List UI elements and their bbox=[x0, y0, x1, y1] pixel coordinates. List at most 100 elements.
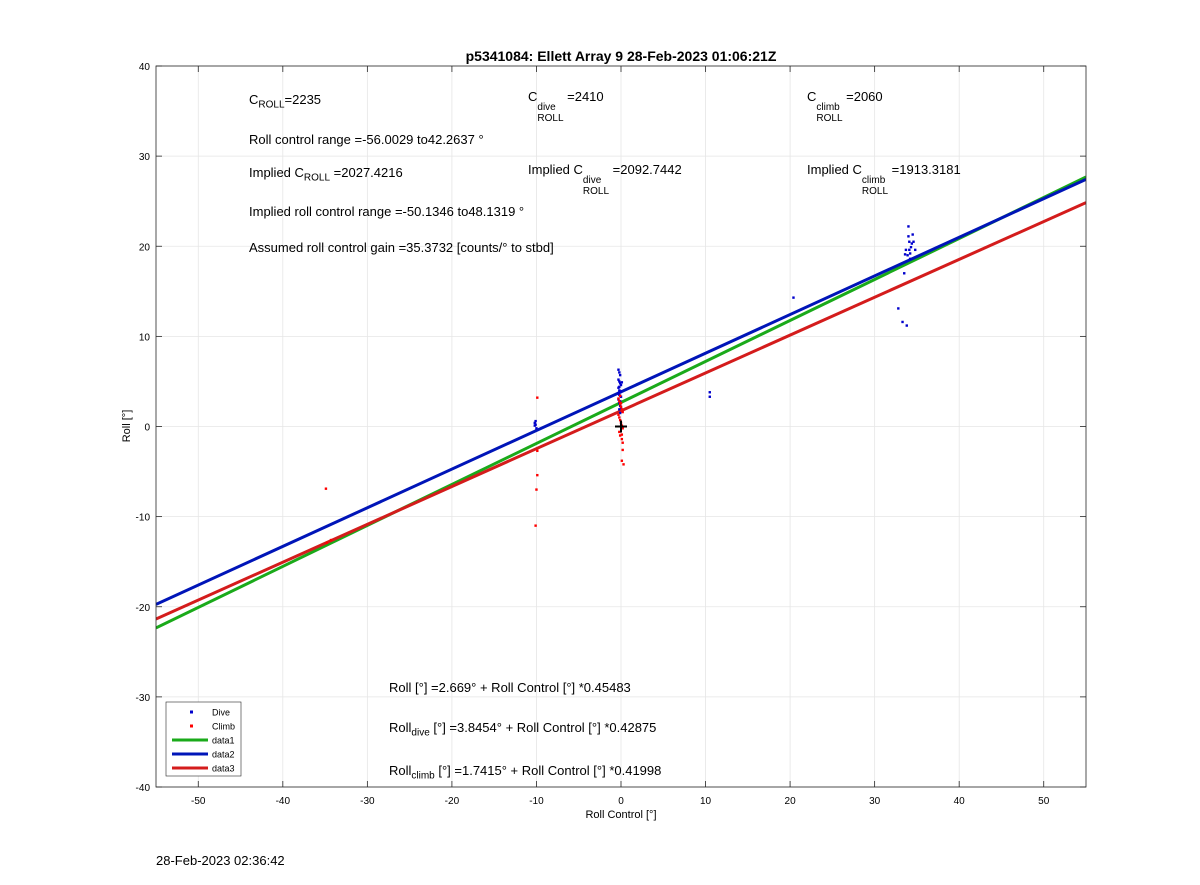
x-tick-label: 20 bbox=[785, 796, 797, 807]
implied-c-roll-annotation: Implied CROLL =2027.4216 bbox=[249, 165, 403, 184]
data-point-dive bbox=[901, 320, 904, 324]
gain-annotation: Assumed roll control gain =35.3732 [coun… bbox=[249, 240, 554, 255]
data-point-climb bbox=[620, 408, 624, 411]
equation-dive: Rolldive [°] =3.8454° + Roll Control [°]… bbox=[389, 720, 657, 739]
data-point-climb bbox=[329, 538, 333, 542]
data-point-dive bbox=[618, 411, 622, 415]
y-tick-label: -20 bbox=[136, 603, 151, 614]
data-point-dive bbox=[908, 248, 911, 252]
data-point-climb bbox=[618, 434, 622, 437]
data-point-climb bbox=[621, 448, 624, 452]
data-point-climb bbox=[324, 487, 328, 490]
data-point-climb bbox=[617, 413, 620, 416]
data-point-climb bbox=[618, 400, 621, 403]
fit-line-data3 bbox=[156, 201, 1086, 621]
roll-range-annotation: Roll control range =-56.0029 to42.2637 ° bbox=[249, 132, 484, 147]
data-point-dive bbox=[897, 307, 900, 310]
data-point-dive bbox=[792, 296, 795, 299]
data-point-dive bbox=[912, 240, 915, 243]
x-tick-label: 40 bbox=[954, 796, 966, 807]
data-point-dive bbox=[906, 254, 909, 257]
data-point-dive bbox=[618, 371, 621, 374]
data-point-climb bbox=[621, 427, 624, 430]
data-point-climb bbox=[619, 401, 623, 405]
data-point-climb bbox=[536, 473, 539, 477]
y-tick-label: 0 bbox=[144, 423, 150, 434]
y-tick-label: -30 bbox=[136, 693, 151, 704]
data-point-climb bbox=[621, 441, 624, 444]
data-point-dive bbox=[903, 272, 906, 275]
data-point-dive bbox=[534, 423, 537, 426]
legend-marker-climb bbox=[190, 724, 193, 728]
x-tick-label: -10 bbox=[529, 796, 544, 807]
equation-all: Roll [°] =2.669° + Roll Control [°] *0.4… bbox=[389, 680, 631, 695]
data-point-dive bbox=[904, 248, 908, 252]
legend: Dive Climb data1 data2 data3 bbox=[165, 701, 242, 777]
data-point-climb bbox=[536, 449, 539, 453]
data-point-dive bbox=[618, 380, 621, 383]
data-point-dive bbox=[907, 225, 910, 228]
y-tick-label: 10 bbox=[139, 332, 151, 343]
data-point-dive bbox=[905, 324, 908, 327]
legend-label: data2 bbox=[212, 750, 235, 760]
y-tick-label: -40 bbox=[136, 783, 151, 794]
y-tick-label: 20 bbox=[139, 242, 151, 253]
data-point-dive bbox=[914, 248, 917, 252]
c-roll-annotation: CROLL=2235 bbox=[249, 92, 322, 111]
legend-label: Climb bbox=[212, 722, 235, 732]
data-point-dive bbox=[618, 389, 621, 392]
data-point-dive bbox=[618, 382, 622, 385]
data-point-dive bbox=[908, 252, 912, 255]
x-tick-label: -30 bbox=[360, 796, 375, 807]
data-point-climb bbox=[325, 541, 328, 544]
data-point-dive bbox=[911, 233, 914, 236]
chart-title: p5341084: Ellett Array 9 28-Feb-2023 01:… bbox=[466, 48, 777, 64]
data-point-dive bbox=[617, 391, 620, 395]
data-point-dive bbox=[619, 390, 623, 393]
data-point-dive bbox=[903, 253, 907, 256]
x-tick-label: -40 bbox=[276, 796, 291, 807]
x-tick-label: 50 bbox=[1038, 796, 1050, 807]
data-point-climb bbox=[622, 463, 625, 466]
y-tick-label: 30 bbox=[139, 152, 151, 163]
series-group bbox=[156, 175, 1086, 630]
legend-marker-dive bbox=[190, 710, 193, 714]
data-point-dive bbox=[617, 368, 620, 371]
data-point-dive bbox=[907, 235, 910, 238]
data-point-dive bbox=[618, 408, 621, 411]
equation-climb: Rollclimb [°] =1.7415° + Roll Control [°… bbox=[389, 763, 662, 782]
data-point-climb bbox=[534, 524, 537, 527]
data-point-climb bbox=[618, 416, 621, 419]
data-point-dive bbox=[618, 385, 621, 389]
data-point-dive bbox=[618, 373, 622, 377]
data-point-dive bbox=[534, 419, 537, 423]
data-point-climb bbox=[535, 488, 538, 491]
data-point-dive bbox=[535, 427, 538, 430]
data-point-dive bbox=[908, 240, 911, 243]
data-point-dive bbox=[620, 381, 624, 384]
axis-ticks: -50 -40 -30 -20 -10 0 10 20 30 40 50 -40 -30 -20 -10 0 1… bbox=[136, 62, 1086, 807]
x-tick-label: -20 bbox=[445, 796, 460, 807]
legend-label: data3 bbox=[212, 764, 235, 774]
data-point-dive bbox=[909, 245, 913, 249]
data-point-dive bbox=[533, 421, 536, 425]
x-tick-label: 10 bbox=[700, 796, 712, 807]
data-point-dive bbox=[619, 383, 623, 387]
data-point-climb bbox=[621, 410, 624, 414]
y-tick-label: 40 bbox=[139, 62, 151, 73]
x-axis-label: Roll Control [°] bbox=[585, 809, 656, 821]
data-point-climb bbox=[620, 437, 624, 441]
y-tick-label: -10 bbox=[136, 513, 151, 524]
x-tick-label: -50 bbox=[191, 796, 206, 807]
data-point-climb bbox=[619, 405, 623, 408]
x-tick-label: 0 bbox=[618, 796, 624, 807]
data-point-dive bbox=[708, 391, 711, 394]
data-point-climb bbox=[617, 397, 620, 400]
data-point-dive bbox=[708, 395, 711, 398]
data-point-climb bbox=[536, 396, 539, 399]
